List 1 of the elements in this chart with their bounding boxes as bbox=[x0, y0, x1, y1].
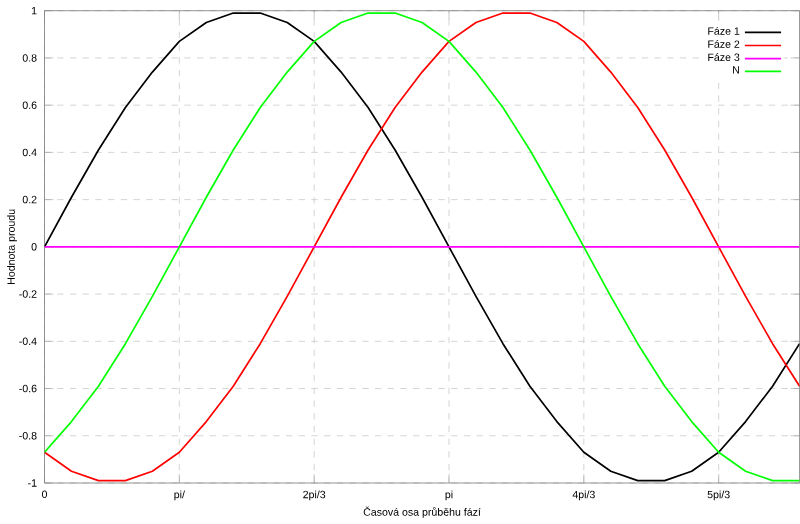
line-series bbox=[44, 11, 800, 482]
